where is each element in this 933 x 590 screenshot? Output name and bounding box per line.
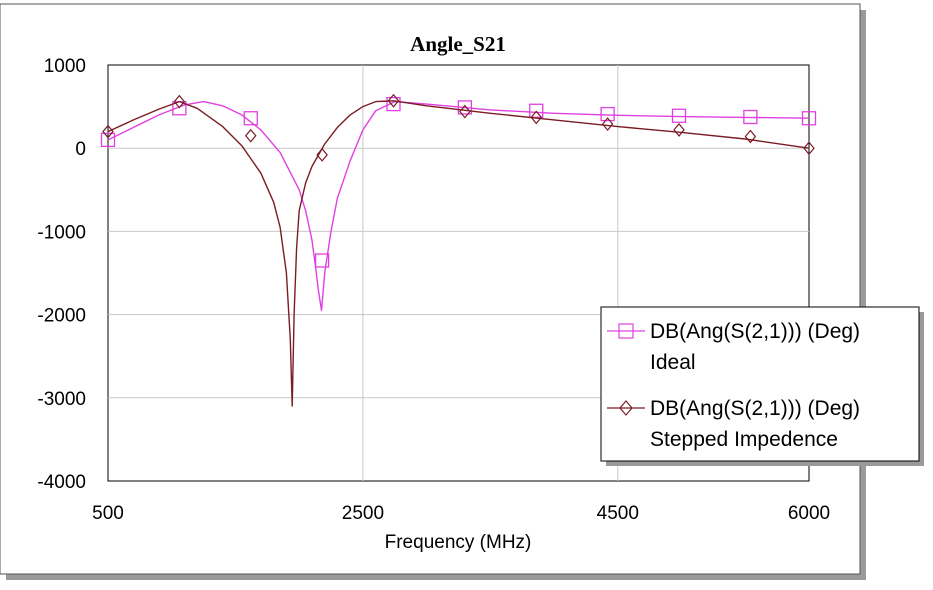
y-tick-label: -3000	[37, 389, 86, 410]
x-tick-label: 500	[92, 503, 124, 524]
chart-title: Angle_S21	[410, 32, 506, 56]
legend-entry-ideal: DB(Ang(S(2,1))) (Deg) Ideal	[607, 320, 860, 374]
y-tick-label: 1000	[44, 56, 86, 77]
data-point-square	[100, 132, 116, 148]
legend-label-stepped: DB(Ang(S(2,1))) (Deg)	[650, 397, 860, 420]
x-axis-label: Frequency (MHz)	[385, 532, 532, 553]
data-point-square	[457, 100, 473, 115]
y-tick-label: -2000	[37, 306, 86, 327]
series-group	[100, 93, 817, 407]
data-point-diamond	[744, 129, 757, 144]
legend-marker-diamond	[619, 400, 633, 416]
series-stepped-impedence	[102, 93, 815, 407]
data-point-diamond	[102, 124, 114, 139]
data-point-diamond	[173, 94, 186, 109]
legend-sublabel-stepped: Stepped Impedence	[650, 428, 838, 451]
data-point-diamond	[387, 93, 400, 108]
x-tick-label: 6000	[788, 503, 830, 524]
data-point-square	[243, 111, 258, 126]
data-point-square	[600, 106, 615, 122]
data-point-diamond	[803, 141, 815, 156]
legend-sublabel-ideal: Ideal	[650, 351, 696, 374]
y-tick-label: 0	[75, 139, 86, 160]
series-line	[107, 100, 810, 407]
legend-marker-square	[618, 323, 634, 339]
data-point-diamond	[316, 147, 328, 162]
legend-label-ideal: DB(Ang(S(2,1))) (Deg)	[650, 320, 860, 343]
y-tick-label: -4000	[37, 472, 86, 493]
legend-entry-stepped: DB(Ang(S(2,1))) (Deg) Stepped Impedence	[607, 397, 860, 451]
data-point-square	[671, 108, 687, 123]
series-line	[107, 100, 810, 312]
data-point-diamond	[459, 104, 471, 119]
data-point-square	[386, 96, 401, 112]
data-point-square	[801, 111, 817, 126]
data-point-diamond	[673, 122, 685, 137]
data-point-square	[529, 103, 544, 118]
x-tick-label: 2500	[342, 503, 384, 524]
legend: DB(Ang(S(2,1))) (Deg) Ideal DB(Ang(S(2,1…	[600, 306, 924, 466]
legend-box	[600, 306, 920, 462]
y-tick-label: -1000	[37, 222, 86, 243]
y-axis-ticks: 1000 0 -1000 -2000 -3000 -4000	[37, 56, 86, 493]
x-axis-ticks: 500 2500 4500 6000	[92, 503, 830, 524]
data-point-diamond	[244, 128, 257, 143]
series-ideal	[100, 96, 817, 312]
data-point-diamond	[601, 117, 614, 132]
data-point-diamond	[530, 110, 543, 125]
data-point-square	[743, 109, 758, 125]
x-tick-label: 4500	[597, 503, 639, 524]
data-point-square	[314, 253, 330, 268]
